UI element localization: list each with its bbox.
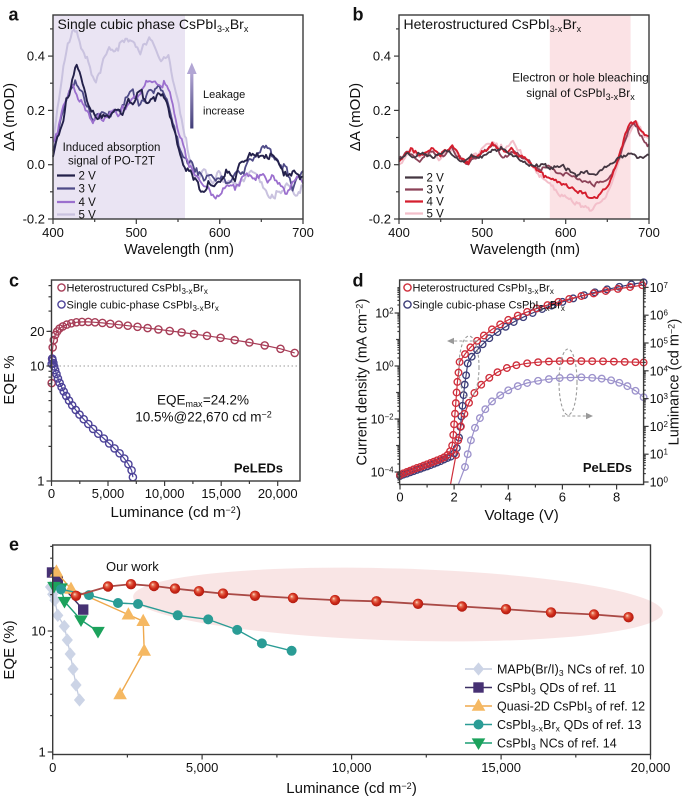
svg-text:signal of PO-T2T: signal of PO-T2T	[68, 156, 155, 168]
svg-text:0: 0	[396, 490, 403, 505]
svg-text:CsPbI3 QDs of ref. 11: CsPbI3 QDs of ref. 11	[497, 681, 616, 697]
svg-text:5 V: 5 V	[427, 209, 445, 221]
svg-text:Wavelength (nm): Wavelength (nm)	[470, 242, 580, 258]
svg-text:500: 500	[471, 225, 493, 240]
svg-text:a: a	[9, 5, 20, 25]
svg-text:2 V: 2 V	[427, 173, 445, 185]
svg-text:-0.2: -0.2	[369, 212, 391, 227]
svg-text:Leakage: Leakage	[203, 89, 245, 101]
svg-text:0.0: 0.0	[373, 157, 391, 172]
svg-text:5,000: 5,000	[92, 486, 125, 501]
svg-text:10: 10	[30, 359, 44, 374]
svg-text:1: 1	[37, 474, 44, 489]
svg-text:4 V: 4 V	[427, 197, 445, 209]
svg-text:Wavelength (nm): Wavelength (nm)	[124, 242, 234, 258]
svg-text:Quasi-2D CsPbI3 of ref. 12: Quasi-2D CsPbI3 of ref. 12	[497, 700, 645, 716]
svg-text:400: 400	[42, 225, 64, 240]
svg-text:10,000: 10,000	[332, 760, 372, 775]
svg-text:500: 500	[125, 225, 147, 240]
svg-text:increase: increase	[203, 106, 245, 118]
svg-text:0.2: 0.2	[27, 103, 45, 118]
svg-text:CsPbI3-x Brx QDs of ref. 13: CsPbI3-x Brx QDs of ref. 13	[497, 718, 642, 734]
svg-text:Single cubic-phase CsPbI3-x Br: Single cubic-phase CsPbI3-x Brx	[413, 300, 565, 314]
svg-text:ΔA (mOD): ΔA (mOD)	[1, 83, 18, 151]
svg-text:10: 10	[31, 624, 45, 639]
svg-text:700: 700	[638, 225, 660, 240]
svg-text:Single cubic-phase CsPbI3-x Br: Single cubic-phase CsPbI3-x Brx	[67, 300, 219, 314]
svg-text:EQE %: EQE %	[1, 355, 18, 404]
svg-text:Our work: Our work	[106, 559, 159, 574]
svg-text:-0.2: -0.2	[23, 212, 45, 227]
svg-text:CsPbI3 NCs of ref. 14: CsPbI3 NCs of ref. 14	[497, 737, 617, 753]
svg-text:b: b	[353, 5, 364, 25]
svg-text:2 V: 2 V	[79, 171, 97, 183]
svg-text:EQEmax =24.2%: EQEmax =24.2%	[157, 393, 249, 410]
svg-text:3 V: 3 V	[427, 185, 445, 197]
svg-text:Voltage (V): Voltage (V)	[484, 507, 558, 524]
svg-text:600: 600	[555, 225, 577, 240]
svg-text:4 V: 4 V	[79, 197, 97, 209]
svg-text:Current density (mA cm−2 ): Current density (mA cm−2 )	[355, 299, 371, 466]
svg-text:Single cubic phase CsPbI3-x Br: Single cubic phase CsPbI3-x Brx	[58, 16, 249, 34]
svg-text:Electron or hole bleaching: Electron or hole bleaching	[512, 71, 648, 85]
svg-text:5 V: 5 V	[79, 210, 97, 222]
svg-text:0: 0	[48, 486, 55, 501]
svg-text:10.5%@22,670 cd m−2: 10.5%@22,670 cd m−2	[135, 410, 272, 425]
svg-text:Heterostructured CsPbI3-x Brx: Heterostructured CsPbI3-x Brx	[67, 283, 208, 297]
svg-text:c: c	[9, 271, 19, 291]
svg-text:1: 1	[38, 745, 45, 760]
svg-text:0.4: 0.4	[373, 49, 391, 64]
svg-text:20,000: 20,000	[631, 760, 671, 775]
svg-text:20,000: 20,000	[258, 486, 298, 501]
svg-text:15,000: 15,000	[201, 486, 241, 501]
svg-text:20: 20	[30, 324, 44, 339]
svg-text:8: 8	[613, 490, 620, 505]
svg-text:10,000: 10,000	[145, 486, 185, 501]
svg-text:e: e	[9, 535, 19, 555]
svg-text:d: d	[353, 271, 364, 291]
svg-text:PeLEDs: PeLEDs	[583, 460, 632, 475]
svg-text:Induced absorption: Induced absorption	[63, 142, 161, 154]
svg-text:3 V: 3 V	[79, 184, 97, 196]
svg-text:Luminance (cd m−2 ): Luminance (cd m−2 )	[667, 319, 683, 446]
svg-text:0: 0	[49, 760, 56, 775]
svg-text:Luminance (cd m−2 ): Luminance (cd m−2 )	[110, 504, 241, 521]
svg-text:PeLEDs: PeLEDs	[234, 461, 283, 476]
svg-text:400: 400	[388, 225, 410, 240]
svg-text:4: 4	[505, 490, 512, 505]
svg-text:signal of CsPbI3-x Brx: signal of CsPbI3-x Brx	[526, 86, 635, 102]
svg-text:6: 6	[559, 490, 566, 505]
svg-text:5,000: 5,000	[186, 760, 219, 775]
svg-text:Heterostructured CsPbI3-x Brx: Heterostructured CsPbI3-x Brx	[404, 16, 582, 34]
svg-text:Heterostructured CsPbI3-x Brx: Heterostructured CsPbI3-x Brx	[413, 283, 554, 297]
svg-text:0.2: 0.2	[373, 103, 391, 118]
svg-text:700: 700	[292, 225, 314, 240]
svg-text:MAPb(Br/I)3 NCs of ref. 10: MAPb(Br/I)3 NCs of ref. 10	[497, 663, 644, 679]
svg-text:0.4: 0.4	[27, 49, 45, 64]
svg-text:600: 600	[209, 225, 231, 240]
svg-text:2: 2	[450, 490, 457, 505]
svg-text:Luminance (cd m−2 ): Luminance (cd m−2 )	[286, 780, 417, 797]
svg-text:EQE (%): EQE (%)	[1, 620, 18, 679]
svg-text:ΔA (mOD): ΔA (mOD)	[347, 83, 364, 151]
svg-text:15,000: 15,000	[481, 760, 521, 775]
svg-text:0.0: 0.0	[27, 157, 45, 172]
